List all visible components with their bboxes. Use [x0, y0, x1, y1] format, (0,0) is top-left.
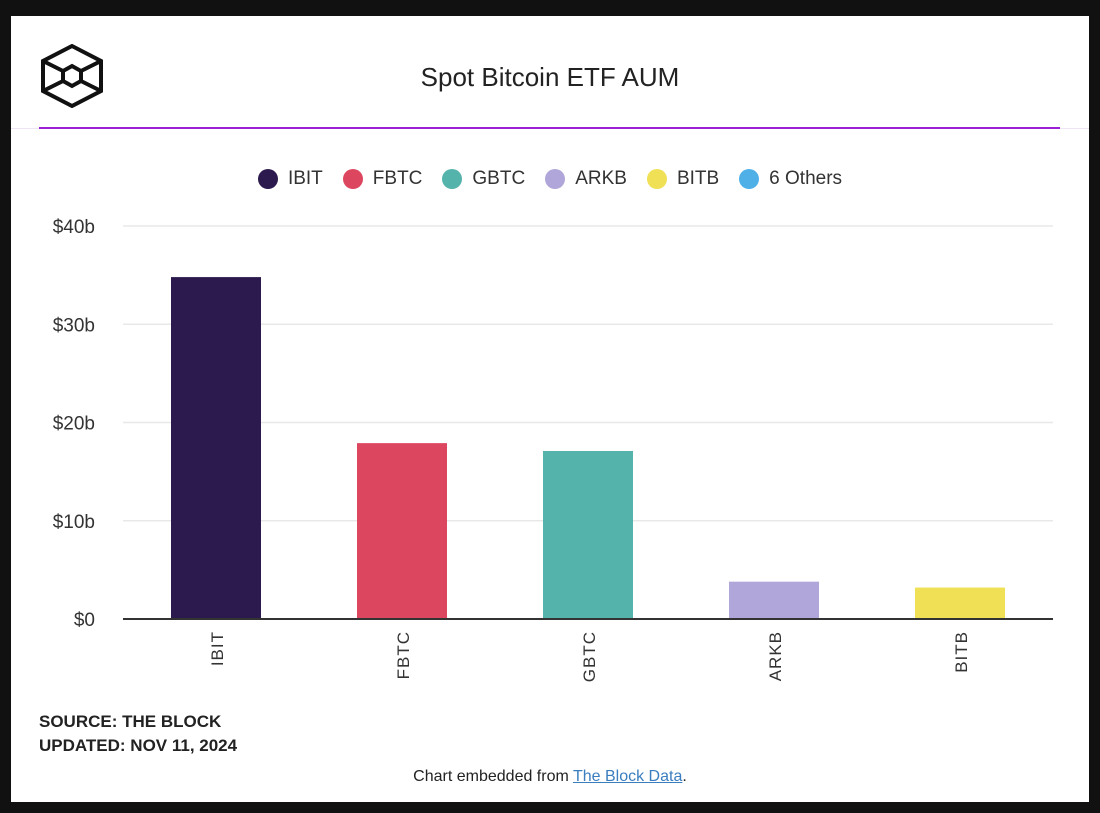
legend-item-arkb[interactable]: ARKB	[545, 168, 627, 190]
x-tick-label: IBIT	[208, 631, 227, 666]
embed-note: Chart embedded from The Block Data.	[0, 768, 1100, 786]
x-tick-label: ARKB	[766, 631, 785, 681]
source-text: SOURCE: THE BLOCK	[39, 712, 222, 731]
y-tick-label: $0	[74, 610, 95, 631]
bar-fbtc	[357, 443, 447, 619]
chart-title: Spot Bitcoin ETF AUM	[420, 62, 680, 92]
legend-dot	[739, 169, 760, 189]
legend-label: IBIT	[287, 168, 323, 189]
bar-bitb	[915, 587, 1005, 619]
y-tick-label: $20b	[53, 414, 95, 435]
legend-dot	[442, 169, 463, 189]
legend-item-fbtc[interactable]: FBTC	[342, 168, 423, 190]
legend-item-gbtc[interactable]: GBTC	[442, 168, 525, 190]
x-tick-label: BITB	[952, 631, 971, 673]
legend-item-ibit[interactable]: IBIT	[257, 168, 323, 190]
legend-item-bitb[interactable]: BITB	[646, 168, 720, 190]
embed-prefix: Chart embedded from	[413, 768, 573, 785]
legend-label: BITB	[676, 168, 720, 189]
updated-text: UPDATED: NOV 11, 2024	[39, 736, 238, 755]
legend-item-others[interactable]: 6 Others	[739, 168, 842, 190]
the-block-logo-icon	[41, 44, 103, 108]
the-block-data-link[interactable]: The Block Data	[572, 768, 683, 785]
legend-label: 6 Others	[769, 168, 843, 189]
header-divider	[39, 127, 1060, 129]
legend-dot	[342, 169, 363, 189]
source-note: SOURCE: THE BLOCK UPDATED: NOV 11, 2024	[39, 710, 237, 758]
y-tick-label: $30b	[53, 315, 95, 336]
legend-dot	[646, 169, 667, 189]
bar-arkb	[729, 581, 819, 619]
legend-dot	[257, 169, 278, 189]
y-tick-label: $10b	[53, 512, 95, 533]
legend-dot	[545, 169, 566, 189]
legend-label: GBTC	[472, 168, 526, 189]
x-tick-label: FBTC	[394, 631, 413, 679]
embed-suffix: .	[682, 768, 687, 785]
legend: IBIT FBTC GBTC ARKB BITB 6 Others	[0, 168, 1100, 190]
bar-ibit	[171, 277, 261, 619]
bar-gbtc	[543, 450, 633, 619]
legend-label: FBTC	[372, 168, 423, 189]
y-tick-label: $40b	[53, 217, 95, 238]
legend-label: ARKB	[575, 168, 627, 189]
x-tick-label: GBTC	[580, 631, 599, 682]
